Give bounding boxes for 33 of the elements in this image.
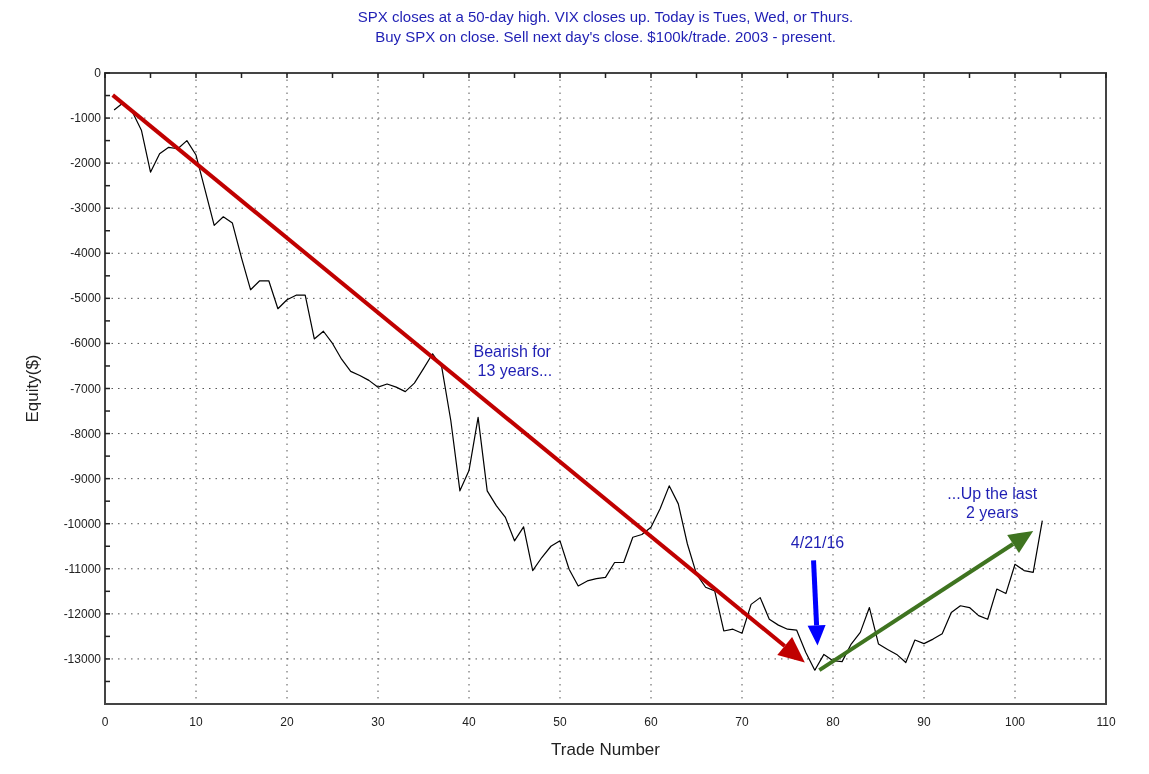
y-tick-label: -3000 [70, 201, 102, 216]
x-tick-label: 20 [280, 715, 294, 729]
x-tick-label: 110 [1096, 715, 1116, 729]
y-tick-label: -13000 [63, 651, 102, 666]
x-tick-label: 70 [735, 715, 749, 729]
y-tick-label: -7000 [70, 381, 102, 396]
y-tick-label: -11000 [64, 561, 102, 576]
x-tick-label: 90 [917, 715, 931, 729]
y-tick-label: -10000 [63, 516, 102, 531]
y-tick-label: -1000 [70, 111, 102, 126]
x-axis-title: Trade Number [551, 740, 661, 759]
y-tick-label: -6000 [70, 336, 102, 351]
y-tick-label: -9000 [70, 471, 102, 486]
x-tick-label: 100 [1004, 715, 1026, 729]
y-tick-label: -8000 [70, 426, 102, 441]
x-tick-label: 80 [826, 715, 840, 729]
chart-subtitle: Buy SPX on close. Sell next day's close. $100k/trade. 2003 - present. [375, 28, 836, 45]
x-tick-label: 50 [553, 715, 567, 729]
annotation: ...Up the last 2 years [947, 484, 1038, 521]
y-tick-label: -12000 [63, 606, 102, 621]
annotation: 4/21/16 [790, 534, 845, 552]
y-tick-label: -2000 [70, 156, 102, 171]
annotation: Bearish for 13 years... [473, 342, 553, 379]
x-tick-label: 30 [371, 715, 385, 729]
chart-title: SPX closes at a 50-day high. VIX closes up. Today is Tues, Wed, or Thurs. [357, 8, 854, 25]
y-tick-label: -5000 [70, 291, 102, 306]
y-tick-label: -4000 [70, 246, 102, 261]
x-tick-label: 10 [189, 715, 203, 729]
y-axis-title: Equity($) [23, 354, 42, 423]
line-series [113, 102, 1043, 671]
y-tick-label: 0 [94, 66, 102, 80]
x-tick-label: 60 [644, 715, 658, 729]
x-tick-label: 40 [462, 715, 476, 729]
